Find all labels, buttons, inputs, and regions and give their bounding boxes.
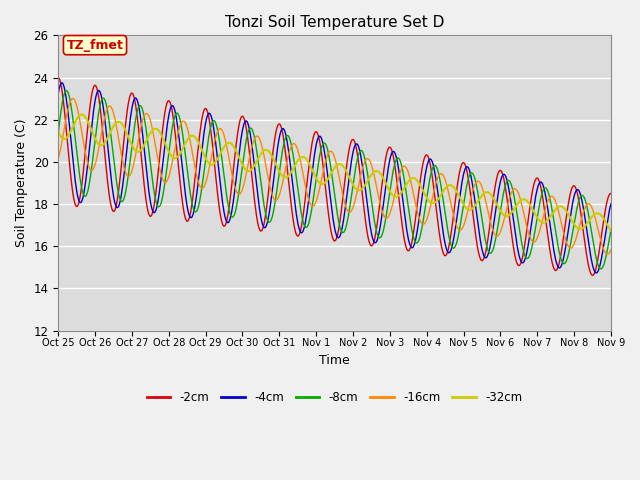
Y-axis label: Soil Temperature (C): Soil Temperature (C): [15, 119, 28, 247]
-4cm: [200, 129, 208, 135]
-8cm: [597, 266, 605, 272]
-8cm: [381, 223, 388, 228]
-2cm: [607, 191, 614, 196]
-16cm: [327, 148, 335, 154]
Line: -2cm: -2cm: [58, 77, 611, 276]
-2cm: [380, 168, 388, 174]
-8cm: [177, 118, 184, 124]
-8cm: [435, 172, 443, 178]
-8cm: [327, 164, 335, 170]
-32cm: [177, 150, 184, 156]
-2cm: [435, 222, 442, 228]
-8cm: [557, 256, 565, 262]
-8cm: [200, 168, 208, 174]
Line: -32cm: -32cm: [58, 115, 611, 230]
-16cm: [200, 184, 208, 190]
-8cm: [54, 130, 62, 135]
-2cm: [176, 174, 184, 180]
-16cm: [604, 251, 612, 257]
-32cm: [54, 129, 62, 135]
-32cm: [327, 171, 335, 177]
-2cm: [54, 74, 62, 80]
X-axis label: Time: Time: [319, 354, 350, 367]
-16cm: [557, 219, 565, 225]
-2cm: [326, 222, 334, 228]
Line: -4cm: -4cm: [58, 83, 611, 273]
-32cm: [607, 228, 614, 233]
-2cm: [589, 273, 596, 278]
-16cm: [54, 156, 62, 161]
-16cm: [607, 247, 614, 253]
-8cm: [607, 228, 614, 233]
-2cm: [556, 255, 564, 261]
-4cm: [607, 201, 614, 207]
-4cm: [58, 80, 66, 85]
-4cm: [381, 192, 388, 198]
-4cm: [327, 199, 335, 204]
-32cm: [557, 204, 565, 209]
-32cm: [78, 112, 86, 118]
-32cm: [381, 178, 388, 183]
-4cm: [177, 146, 184, 152]
Title: Tonzi Soil Temperature Set D: Tonzi Soil Temperature Set D: [225, 15, 444, 30]
-8cm: [63, 88, 70, 94]
Text: TZ_fmet: TZ_fmet: [67, 38, 124, 52]
-16cm: [381, 214, 388, 220]
-4cm: [557, 264, 565, 269]
Line: -16cm: -16cm: [58, 98, 611, 254]
-4cm: [54, 90, 62, 96]
Line: -8cm: -8cm: [58, 91, 611, 269]
Legend: -2cm, -4cm, -8cm, -16cm, -32cm: -2cm, -4cm, -8cm, -16cm, -32cm: [142, 387, 527, 409]
-16cm: [177, 122, 184, 128]
-16cm: [435, 173, 443, 179]
-16cm: [69, 96, 77, 101]
-32cm: [435, 195, 443, 201]
-2cm: [200, 109, 207, 115]
-32cm: [200, 152, 208, 158]
-4cm: [435, 199, 443, 204]
-4cm: [593, 270, 600, 276]
